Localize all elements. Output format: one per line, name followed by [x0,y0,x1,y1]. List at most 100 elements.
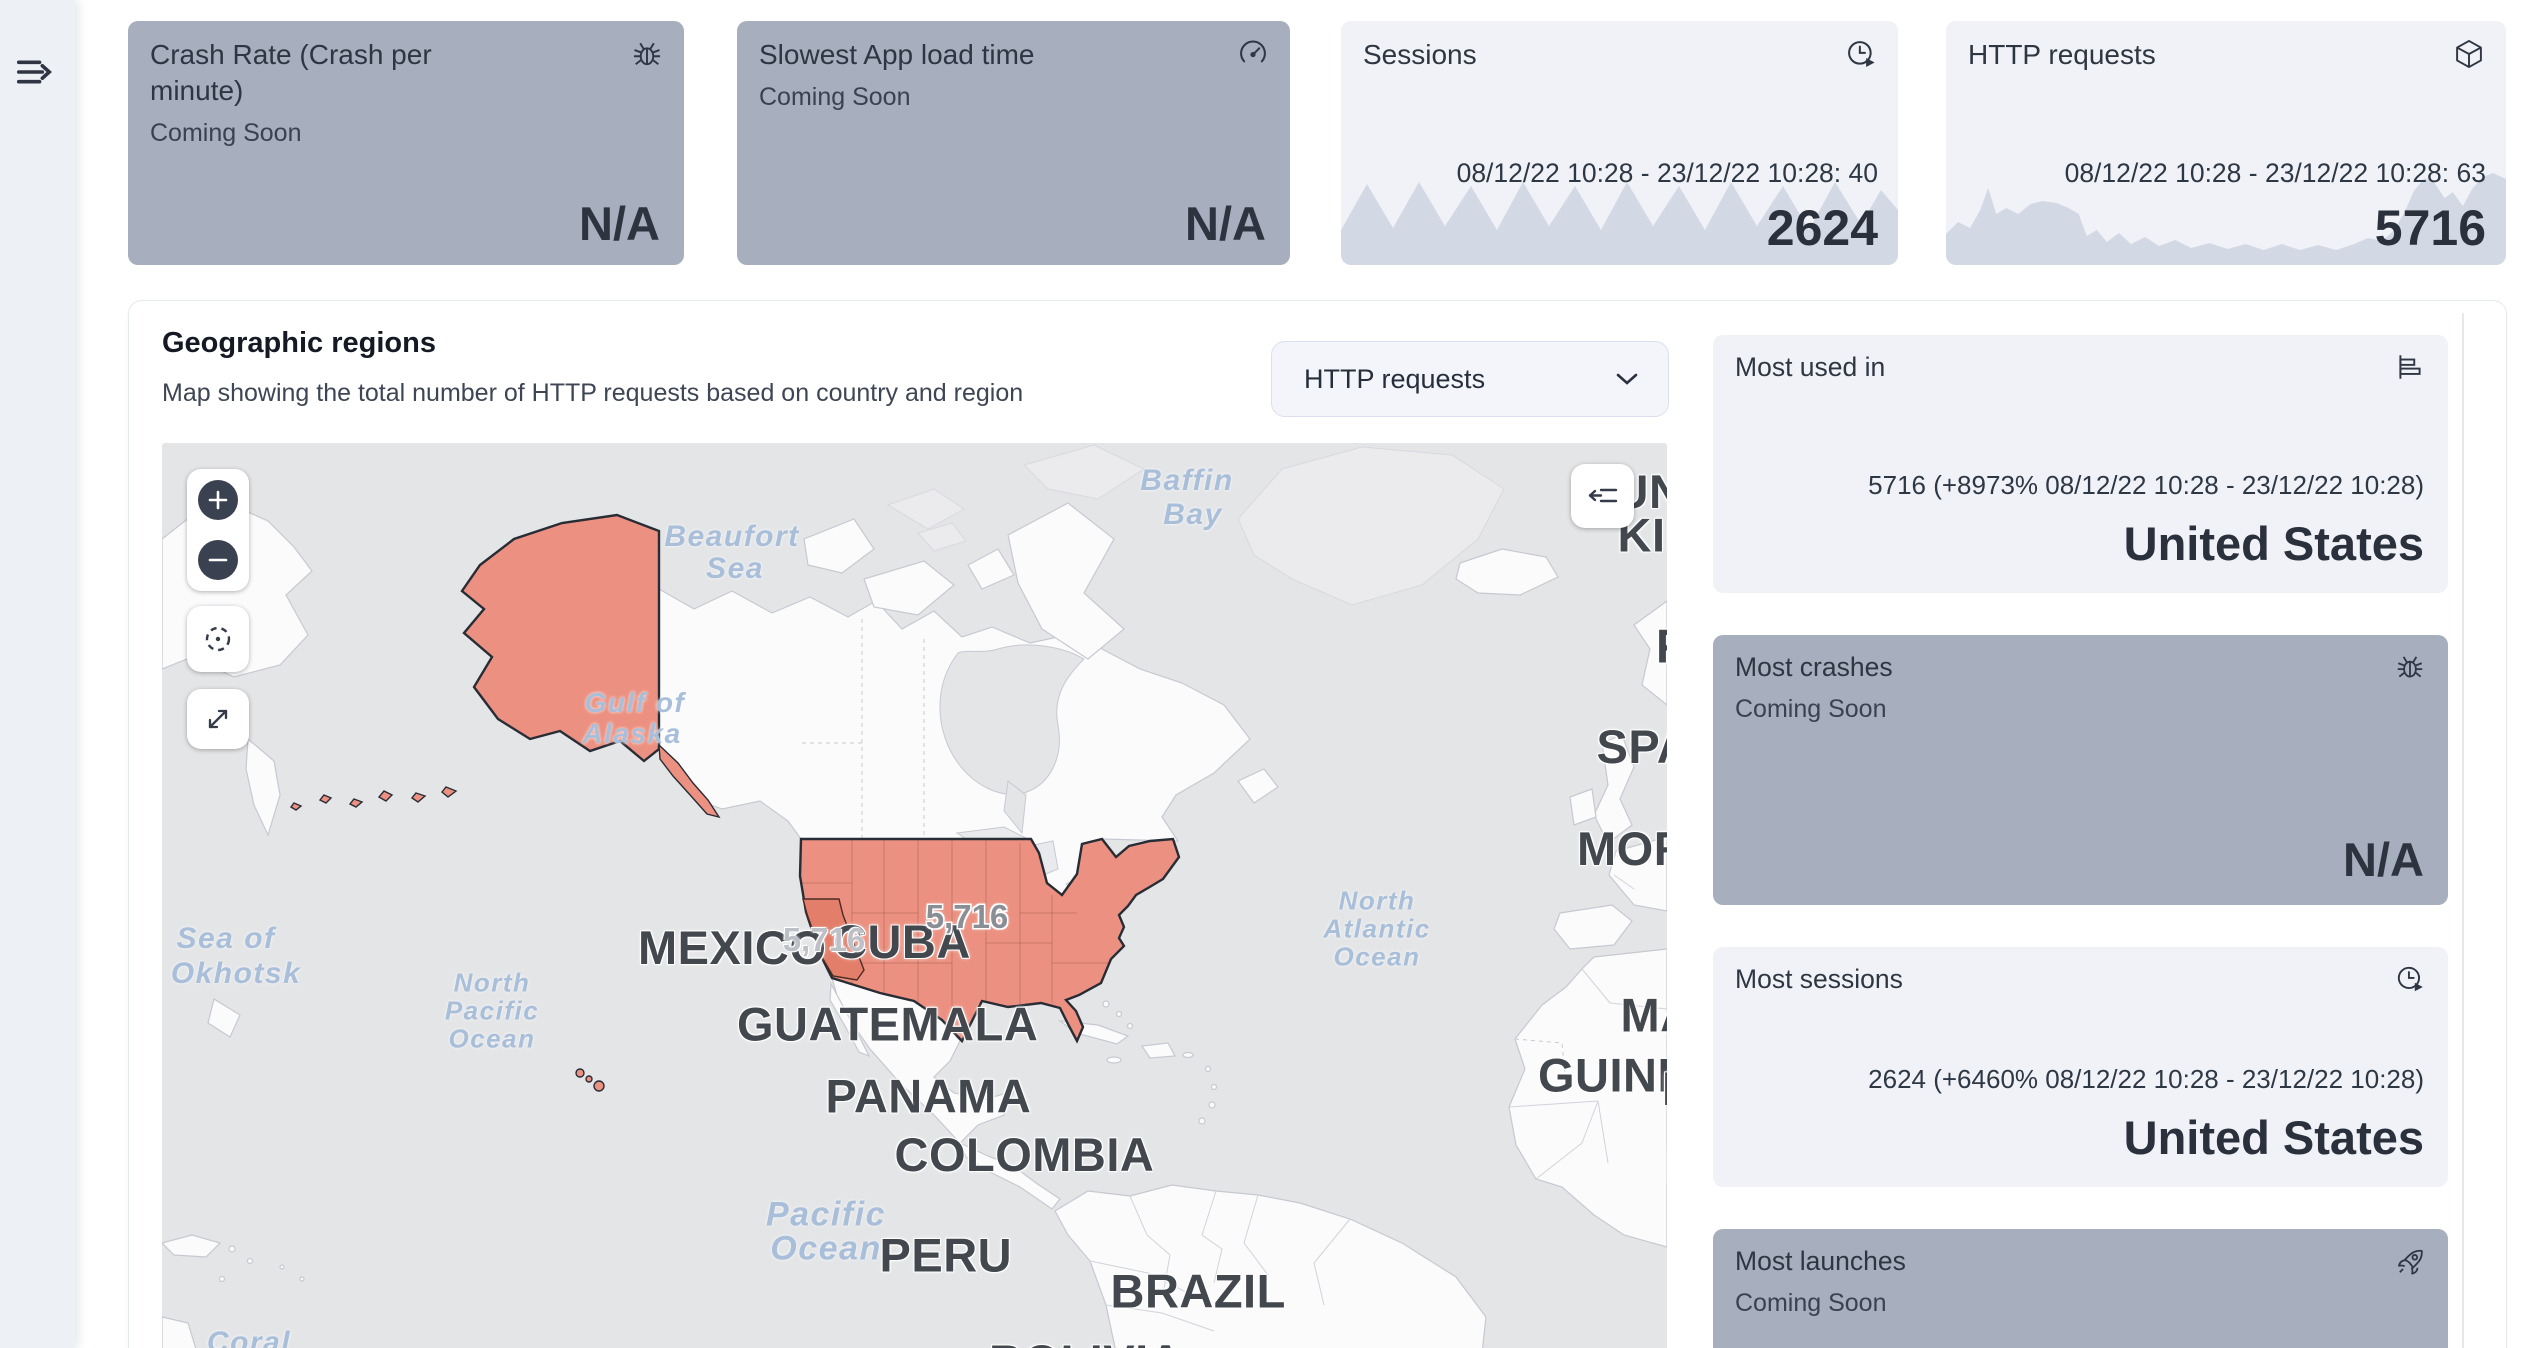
map-label-5-716: 5,716 [925,898,1009,935]
card-subtitle: Coming Soon [1735,1288,1887,1317]
map-label-mexico: MEXICO [638,921,827,974]
map-label-alaska: Alaska [582,718,682,749]
map-label-peru: PERU [879,1228,1013,1282]
card-crash-rate: Crash Rate (Crash per minute) Coming Soo… [128,21,684,265]
card-value: N/A [579,197,660,250]
card-detail: 5716 (+8973% 08/12/22 10:28 - 23/12/22 1… [1868,470,2424,500]
map-label-sea-of: Sea of [176,922,276,955]
crosshair-icon [201,622,235,656]
metric-dropdown-value: HTTP requests [1304,363,1486,394]
cube-icon [2452,37,2486,71]
map-label-atlantic: Atlantic [1323,913,1431,944]
expand-map-button[interactable] [187,689,249,749]
map-label-okhotsk: Okhotsk [170,957,302,990]
map-label-ocean: Ocean [770,1229,882,1268]
map-label-ocean: Ocean [1333,941,1421,972]
map-label-sea: Sea [706,552,764,585]
map-label-coral: Coral [206,1326,292,1348]
map-label-colombia: COLOMBIA [894,1128,1155,1181]
card-range-label: 08/12/22 10:28 - 23/12/22 10:28: 63 [2064,158,2486,188]
region-south-america[interactable] [1054,1184,1487,1348]
card-title: Most sessions [1735,964,1903,994]
menu-expand-icon [14,54,60,90]
map-country-borders [1089,874,1667,1332]
card-range-label: 08/12/22 10:28 - 23/12/22 10:28: 40 [1456,158,1878,188]
region-aleutian-islands[interactable] [289,786,458,811]
locate-button[interactable] [187,606,249,672]
map-label-north: North [453,967,531,998]
bar-chart-icon [2394,351,2428,385]
clock-play-icon [2394,963,2428,997]
card-title: Slowest App load time [759,39,1035,70]
bug-icon [2394,651,2428,685]
card-subtitle: Coming Soon [150,118,302,147]
card-value: N/A [1185,197,1266,250]
region-hawaii[interactable] [575,1068,605,1092]
map-label-cuba: CUBA [833,915,971,968]
map-gray-landmasses [886,444,1505,606]
card-value: N/A [2343,833,2424,886]
collapse-legend-button[interactable] [1571,464,1634,528]
collapse-left-icon [1587,484,1619,508]
map-label-gulf-of: Gulf of [584,687,686,718]
map-label-bay: Bay [1163,498,1223,531]
gauge-icon [1236,37,1270,71]
metric-dropdown[interactable]: HTTP requests [1271,341,1669,417]
card-slowest-load: Slowest App load time Coming Soon N/A [737,21,1290,265]
card-most-sessions: Most sessions 2624 (+6460% 08/12/22 10:2… [1713,947,2448,1187]
sidebar [0,0,75,1348]
map-landmasses [162,502,1667,1348]
panel-subtitle: Map showing the total number of HTTP req… [162,379,1024,407]
card-title: Crash Rate (Crash per minute) [150,39,432,106]
plus-icon [207,489,229,511]
region-africa[interactable] [1508,948,1667,1248]
rocket-icon [2394,1245,2428,1279]
card-value: 2624 [1766,200,1878,256]
card-value: United States [2123,517,2424,570]
map-label-guatemala: GUATEMALA [737,997,1039,1051]
card-title: Sessions [1363,39,1477,70]
hudson-bay [939,644,1085,835]
minus-icon [207,549,229,571]
map-label-iceland: ICELAND [1466,443,1584,992]
card-most-launches: Most launches Coming Soon [1713,1229,2448,1348]
card-subtitle: Coming Soon [1735,694,1887,723]
map-label-5-716: 5,716 [782,921,866,958]
region-alaska[interactable] [460,513,661,763]
map-label-ocean: Ocean [448,1023,536,1054]
map-label-north: North [1338,885,1416,916]
card-title: HTTP requests [1968,39,2156,70]
map-label-morocco: MOROCCO [1577,822,1667,875]
card-title: Most launches [1735,1246,1906,1276]
card-most-used-in: Most used in 5716 (+8973% 08/12/22 10:28… [1713,335,2448,593]
map-label-bolivia: BOLIVIA [989,1334,1425,1348]
map-label-pacific: Pacific [765,1195,887,1234]
zoom-out-button[interactable] [198,540,238,580]
card-title: Most crashes [1735,652,1893,682]
map-label-spain: SPAIN [1596,720,1668,773]
clock-play-icon [1844,37,1878,71]
zoom-in-button[interactable] [198,480,238,520]
card-title: Most used in [1735,352,1886,382]
map-label-mali: MALI [1621,988,1668,1229]
card-detail: 2624 (+6460% 08/12/22 10:28 - 23/12/22 1… [1868,1064,2424,1094]
region-alaska-panhandle[interactable] [658,743,721,819]
geo-map[interactable]: CANADAICELANDUNITEDKINGDOMFRANSPAINMOROC… [162,443,1667,1348]
card-sessions: Sessions 08/12/22 10:28 - 23/12/22 10:28… [1341,21,1898,265]
panel-scroll-divider[interactable] [2462,313,2464,1348]
region-united-states[interactable] [798,837,1181,1044]
geographic-regions-panel: Geographic regions Map showing the total… [128,300,2507,1348]
menu-expand-button[interactable] [14,50,60,94]
card-most-crashes: Most crashes Coming Soon N/A [1713,635,2448,905]
sessions-sparkline [1341,182,1898,265]
region-california[interactable] [802,898,865,981]
panel-title: Geographic regions [162,327,436,359]
card-value: 5716 [2374,200,2486,256]
map-zoom-controls [187,469,249,591]
map-label-guinea: GUINEA [1538,1048,1667,1102]
map-label-beaufort: Beaufort [664,520,800,553]
map-label-pacific: Pacific [444,995,540,1026]
card-value: United States [2123,1111,2424,1164]
card-http-requests: HTTP requests 08/12/22 10:28 - 23/12/22 … [1946,21,2506,265]
